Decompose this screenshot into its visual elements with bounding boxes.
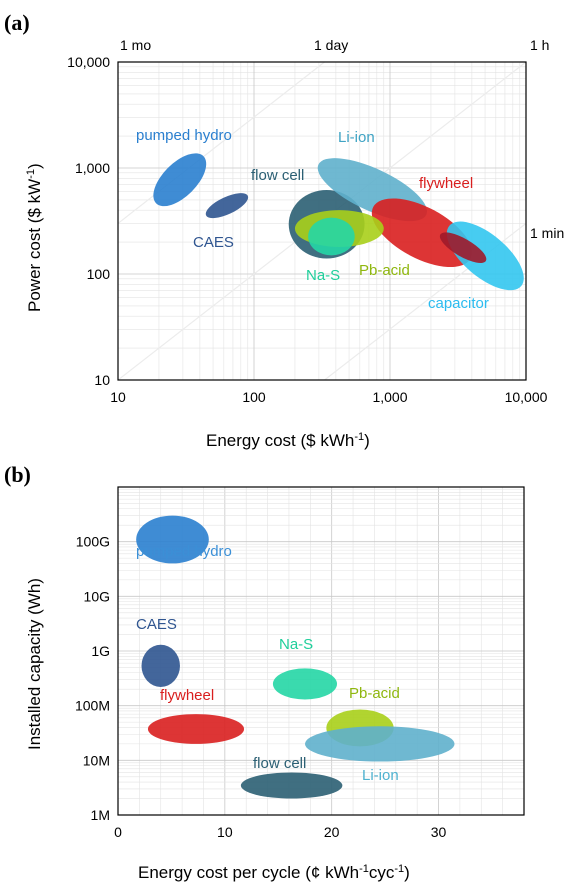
pumped-hydro-label: pumped hydro bbox=[136, 127, 232, 144]
y-tick-label: 1M bbox=[91, 807, 110, 823]
na-s-region bbox=[272, 668, 338, 700]
panel-b-x-axis-title: Energy cost per cycle (¢ kWh-1cyc-1) bbox=[138, 863, 410, 882]
x-tick-label: 10 bbox=[110, 389, 126, 405]
pumped-hydro-region bbox=[136, 515, 209, 564]
panel-a-y-axis-title: Power cost ($ kW-1) bbox=[25, 163, 44, 312]
caes-label: CAES bbox=[136, 616, 177, 633]
flow-cell-region bbox=[240, 772, 343, 799]
capacitor-label: capacitor bbox=[428, 295, 489, 312]
flow-cell-label: flow cell bbox=[253, 755, 306, 772]
panel-b-plot-frame bbox=[117, 486, 525, 816]
top-label-1-h: 1 h bbox=[530, 37, 549, 53]
panel-a-regions bbox=[153, 153, 524, 291]
x-tick-label: 0 bbox=[114, 824, 122, 840]
flywheel-region bbox=[147, 714, 245, 744]
discharge-time-diagonal bbox=[117, 61, 325, 224]
flywheel-label: flywheel bbox=[419, 175, 473, 192]
flywheel-label: flywheel bbox=[160, 687, 214, 704]
caes-label: CAES bbox=[193, 234, 234, 251]
panel-b-regions bbox=[136, 515, 455, 799]
x-tick-label: 100 bbox=[242, 389, 266, 405]
x-tick-label: 30 bbox=[431, 824, 447, 840]
x-tick-label: 20 bbox=[324, 824, 340, 840]
y-tick-label: 1G bbox=[91, 643, 110, 659]
panel-b-tech-labels: pumped hydro CAES Na-S flywheel Pb-acid Li-io… bbox=[136, 543, 400, 784]
x-tick-label: 10 bbox=[217, 824, 233, 840]
top-label-1-mo: 1 mo bbox=[120, 37, 151, 53]
na-s-region bbox=[308, 217, 355, 256]
panel-b: (b) 0 10 20 30 1M 10M 100M 1G 10G 100G pumped hy… bbox=[4, 462, 525, 882]
panel-a-tech-labels: pumped hydro CAES flow cell Li-ion flywheel c… bbox=[136, 127, 489, 312]
panel-a-x-ticks: 10 100 1,000 10,000 bbox=[110, 389, 547, 405]
x-tick-label: 1,000 bbox=[372, 389, 407, 405]
pb-acid-label: Pb-acid bbox=[359, 262, 410, 279]
li-ion-label: Li-ion bbox=[338, 129, 375, 146]
y-tick-label: 1,000 bbox=[75, 160, 110, 176]
panel-a-plot-frame bbox=[117, 61, 527, 381]
na-s-label: Na-S bbox=[306, 267, 340, 284]
panel-a-label: (a) bbox=[4, 10, 30, 35]
y-tick-label: 100 bbox=[87, 266, 111, 282]
x-tick-label: 10,000 bbox=[505, 389, 548, 405]
flywheel-capacitor-overlap-region bbox=[439, 232, 487, 263]
y-tick-label: 10M bbox=[83, 752, 110, 768]
panel-b-y-ticks: 1M 10M 100M 1G 10G 100G bbox=[75, 534, 110, 823]
li-ion-label: Li-ion bbox=[362, 767, 399, 784]
panel-b-label: (b) bbox=[4, 462, 31, 487]
panel-b-y-axis-title: Installed capacity (Wh) bbox=[25, 578, 44, 750]
y-tick-label: 10G bbox=[84, 588, 110, 604]
pumped-hydro-region bbox=[153, 153, 207, 207]
panel-a: (a) 10 100 1,000 10,000 10 100 1,000 10,000 1 … bbox=[4, 10, 564, 450]
pb-acid-label: Pb-acid bbox=[349, 685, 400, 702]
li-ion-region bbox=[304, 726, 455, 762]
y-tick-label: 100G bbox=[76, 534, 110, 550]
panel-b-x-ticks: 0 10 20 30 bbox=[114, 824, 446, 840]
top-label-1-day: 1 day bbox=[314, 37, 348, 53]
caes-region bbox=[141, 644, 180, 687]
right-label-1-min: 1 min bbox=[530, 225, 564, 241]
flow-cell-label: flow cell bbox=[251, 167, 304, 184]
panel-a-y-ticks: 10 100 1,000 10,000 bbox=[67, 54, 110, 388]
y-tick-label: 10,000 bbox=[67, 54, 110, 70]
panel-a-x-axis-title: Energy cost ($ kWh-1) bbox=[206, 431, 370, 450]
caes-region bbox=[205, 193, 249, 219]
pumped-hydro-label: pumped hydro bbox=[136, 543, 232, 560]
flywheel-region bbox=[371, 198, 472, 268]
y-tick-label: 10 bbox=[94, 372, 110, 388]
na-s-label: Na-S bbox=[279, 636, 313, 653]
panel-a-top-labels: 1 mo 1 day 1 h bbox=[120, 37, 549, 53]
y-tick-label: 100M bbox=[75, 698, 110, 714]
